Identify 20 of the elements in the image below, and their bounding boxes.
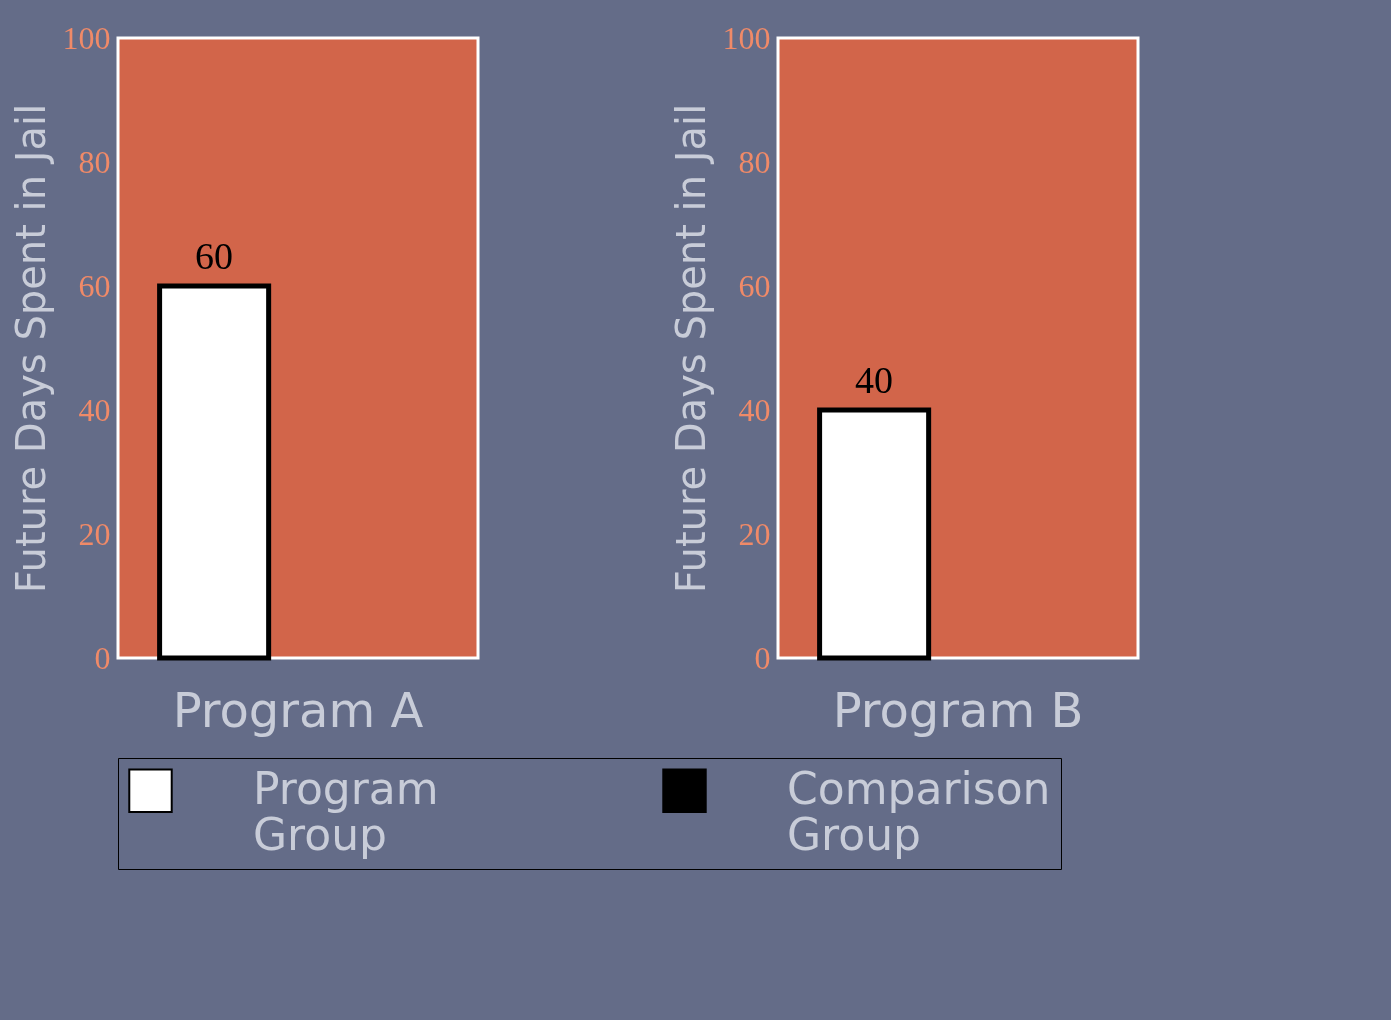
y-tick-label: 40 (78, 391, 111, 428)
x-tick-label: Program A (172, 681, 424, 738)
y-tick-label: 0 (754, 639, 771, 676)
y-tick-label: 60 (78, 267, 111, 304)
y-tick-label: 80 (78, 143, 111, 180)
y-axis-title: Future Days Spent in Jail (667, 103, 714, 594)
y-tick-label: 20 (738, 515, 771, 552)
data-label: 40 (855, 359, 894, 401)
x-tick-label: Program B (832, 681, 1084, 738)
legend-label: Comparison Group (787, 762, 1051, 860)
y-tick-label: 100 (722, 19, 771, 56)
legend-label: Program Group (253, 762, 439, 860)
y-tick-label: 60 (738, 267, 771, 304)
y-tick-label: 100 (62, 19, 111, 56)
y-tick-label: 80 (738, 143, 771, 180)
y-tick-label: 20 (78, 515, 111, 552)
data-label: 60 (195, 235, 234, 277)
y-tick-label: 0 (94, 639, 111, 676)
y-tick-label: 40 (738, 391, 771, 428)
y-axis-title: Future Days Spent in Jail (7, 103, 54, 594)
